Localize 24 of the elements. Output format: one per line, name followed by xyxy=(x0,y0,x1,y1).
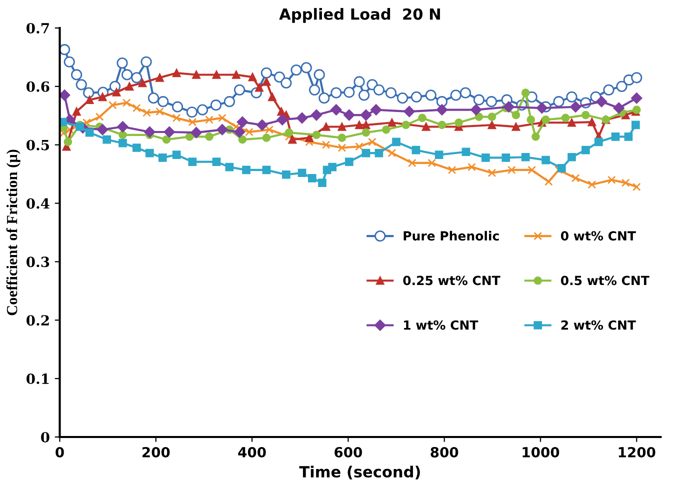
y-tick-label: 0.3 xyxy=(26,256,50,268)
legend-label: 0.5 wt% CNT xyxy=(560,276,650,286)
y-tick-label: 0.1 xyxy=(26,374,49,384)
y-tick-label: 0.7 xyxy=(26,22,49,34)
x-tick-label: 200 xyxy=(142,446,170,458)
x-axis-title: Time (second) xyxy=(299,466,420,480)
x-tick-label: 0 xyxy=(56,446,64,458)
legend-label: 2 wt% CNT xyxy=(561,320,636,330)
y-axis-title: Coefficient of Friction (μ) xyxy=(6,150,20,316)
y-tick-label: 0.2 xyxy=(26,315,49,326)
legend-label: 1 wt% CNT xyxy=(404,320,478,330)
y-tick-label: 0 xyxy=(41,432,50,442)
x-tick-label: 400 xyxy=(238,446,266,458)
y-tick-label: 0.5 xyxy=(26,140,49,150)
x-tick-label: 600 xyxy=(334,446,362,458)
x-tick-label: 800 xyxy=(430,446,458,458)
x-tick-label: 1000 xyxy=(522,446,560,458)
y-tick-label: 0.4 xyxy=(26,198,50,209)
y-tick-label: 0.6 xyxy=(26,81,50,92)
legend-label: Pure Phenolic xyxy=(404,230,499,241)
legend-label: 0.25 wt% CNT xyxy=(403,276,500,286)
chart-title: Applied Load 20 N xyxy=(279,8,440,23)
x-tick-label: 1200 xyxy=(618,446,656,458)
legend-label: 0 wt% CNT xyxy=(560,231,636,241)
